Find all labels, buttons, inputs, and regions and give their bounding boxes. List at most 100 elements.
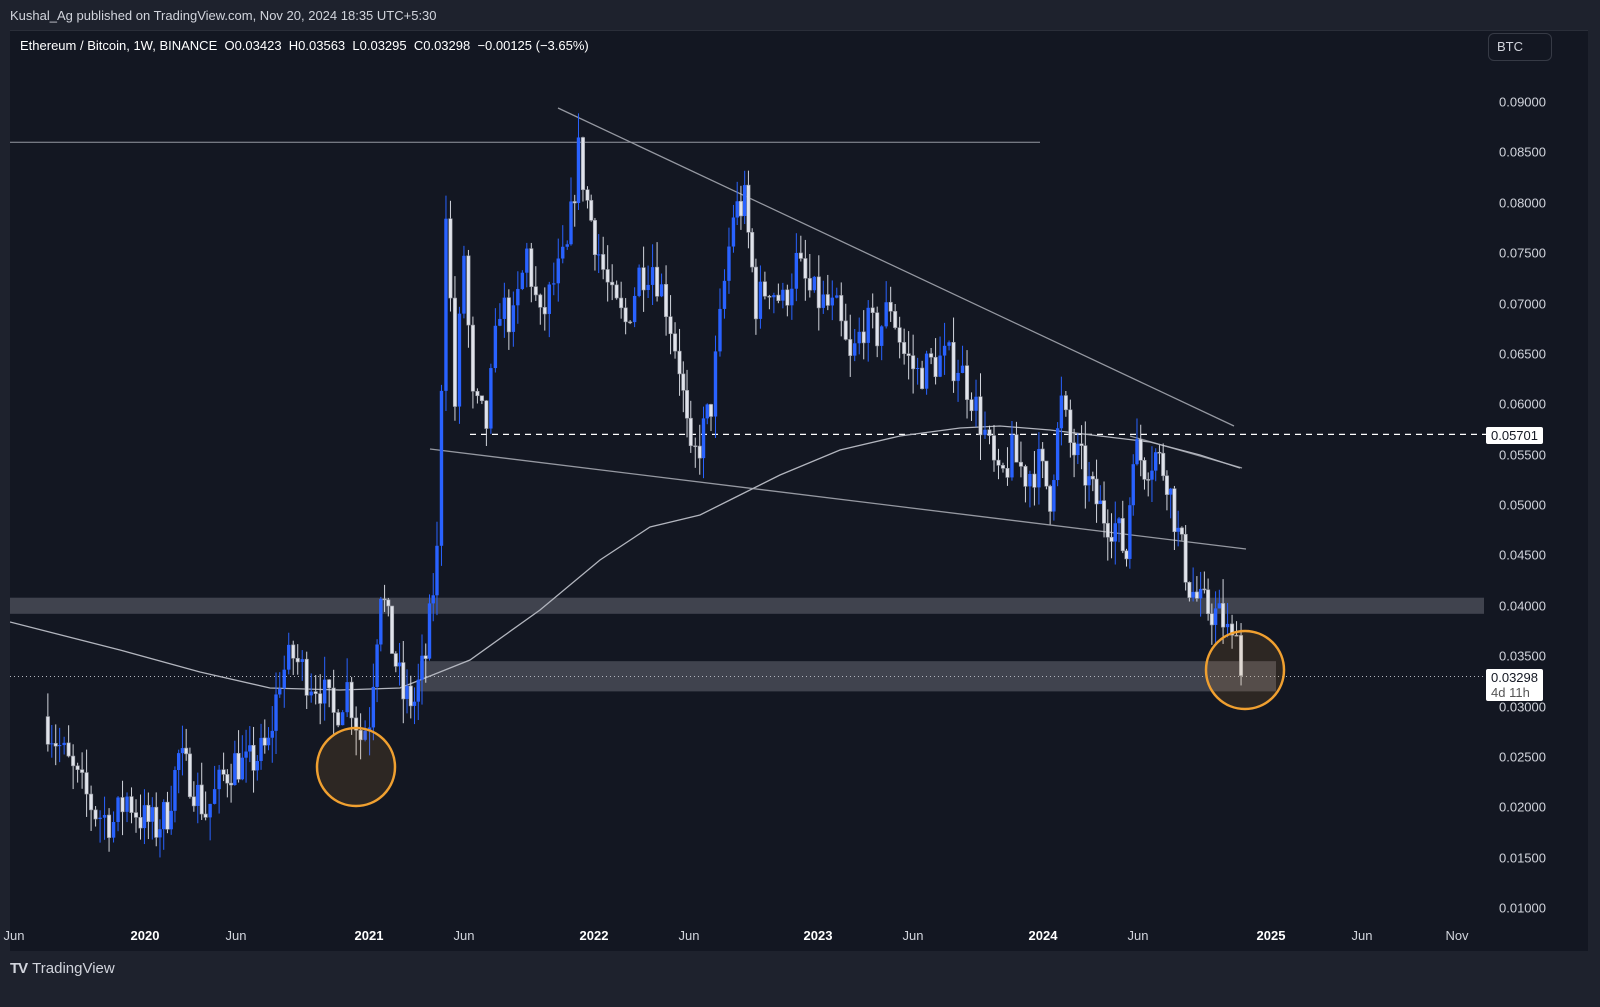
candle[interactable] (291, 644, 296, 659)
candle[interactable] (229, 782, 234, 786)
candle[interactable] (556, 258, 560, 284)
candle[interactable] (965, 365, 970, 400)
candle[interactable] (142, 805, 147, 829)
candle[interactable] (1037, 448, 1041, 488)
candle[interactable] (1187, 581, 1192, 598)
candle[interactable] (158, 829, 162, 838)
candle[interactable] (1005, 467, 1010, 478)
candle[interactable] (875, 312, 880, 347)
candle[interactable] (111, 822, 116, 838)
candle[interactable] (116, 797, 120, 823)
candle[interactable] (742, 185, 747, 216)
candle[interactable] (569, 201, 573, 245)
candle[interactable] (688, 417, 693, 447)
candle[interactable] (866, 307, 870, 343)
candle[interactable] (452, 297, 457, 407)
candle[interactable] (1052, 480, 1056, 512)
candle[interactable] (1168, 488, 1173, 495)
candle[interactable] (529, 248, 534, 287)
candle[interactable] (677, 350, 682, 375)
candle[interactable] (386, 599, 391, 607)
candle[interactable] (1113, 523, 1117, 542)
candle[interactable] (727, 246, 731, 281)
upper-trendline[interactable] (557, 107, 1235, 427)
candle[interactable] (248, 745, 252, 752)
candle[interactable] (255, 760, 259, 771)
candle[interactable] (1191, 591, 1195, 598)
candle[interactable] (596, 254, 601, 256)
candle[interactable] (336, 712, 341, 726)
candle[interactable] (753, 266, 758, 320)
candle[interactable] (466, 255, 471, 326)
candle[interactable] (762, 281, 767, 297)
candle[interactable] (309, 691, 313, 696)
candle[interactable] (576, 137, 581, 204)
candle[interactable] (184, 747, 189, 755)
candle[interactable] (825, 294, 830, 306)
candle[interactable] (444, 218, 448, 391)
candle[interactable] (951, 342, 956, 382)
candle[interactable] (632, 295, 637, 323)
candle[interactable] (888, 301, 893, 312)
candle[interactable] (125, 796, 129, 812)
candle[interactable] (673, 333, 678, 352)
candle[interactable] (713, 351, 718, 417)
candle[interactable] (327, 679, 332, 689)
candle[interactable] (1176, 527, 1180, 532)
resistance-zone-upper[interactable] (10, 597, 1484, 614)
candle[interactable] (191, 796, 196, 807)
candle[interactable] (1109, 536, 1114, 542)
candle[interactable] (340, 712, 345, 726)
candle[interactable] (102, 815, 107, 818)
candle[interactable] (50, 743, 54, 745)
candle[interactable] (843, 320, 848, 340)
candle[interactable] (987, 429, 992, 436)
candle[interactable] (322, 679, 327, 704)
candle[interactable] (750, 231, 755, 268)
candle[interactable] (601, 254, 606, 270)
highlight-circle-1[interactable] (315, 726, 397, 808)
candle[interactable] (697, 445, 702, 459)
candle[interactable] (331, 687, 336, 713)
candle[interactable] (212, 789, 217, 804)
candle[interactable] (1164, 475, 1169, 495)
candle[interactable] (533, 286, 538, 296)
candle[interactable] (397, 662, 402, 667)
candle[interactable] (405, 685, 409, 699)
candle[interactable] (489, 368, 493, 429)
candle[interactable] (758, 281, 763, 319)
candle[interactable] (199, 784, 204, 815)
candle[interactable] (282, 669, 286, 689)
candle[interactable] (547, 284, 551, 314)
candle[interactable] (1063, 395, 1068, 411)
candle[interactable] (313, 691, 318, 694)
candle[interactable] (479, 395, 484, 402)
candle[interactable] (906, 353, 911, 356)
candle[interactable] (506, 297, 511, 333)
candle[interactable] (920, 367, 925, 389)
candle[interactable] (1023, 466, 1028, 487)
candle[interactable] (278, 688, 282, 695)
candle[interactable] (978, 396, 983, 436)
candle[interactable] (839, 295, 844, 322)
candle[interactable] (93, 809, 98, 820)
candle[interactable] (53, 743, 58, 747)
candle[interactable] (681, 373, 686, 391)
candle[interactable] (408, 685, 413, 707)
candle[interactable] (938, 355, 942, 377)
candle[interactable] (266, 737, 271, 746)
candle[interactable] (208, 803, 212, 818)
candle[interactable] (857, 331, 861, 344)
candle[interactable] (861, 331, 866, 344)
candle[interactable] (902, 342, 907, 355)
candle[interactable] (1117, 518, 1121, 524)
candle[interactable] (572, 201, 577, 204)
candle[interactable] (646, 284, 650, 291)
candle[interactable] (911, 355, 916, 370)
candle[interactable] (1131, 464, 1135, 506)
candle[interactable] (1120, 518, 1125, 552)
candle[interactable] (236, 752, 241, 780)
candle[interactable] (98, 817, 102, 820)
candle[interactable] (835, 295, 839, 298)
candle[interactable] (354, 717, 359, 731)
